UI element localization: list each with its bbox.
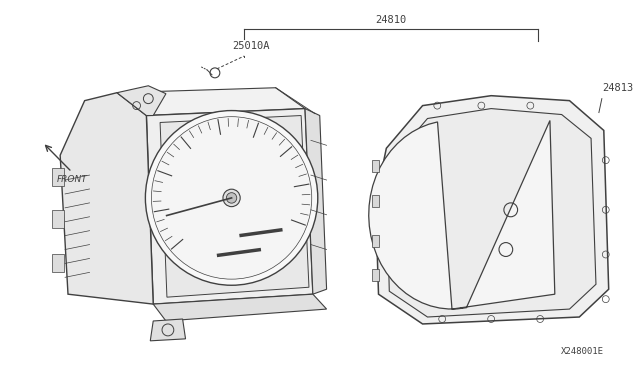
Polygon shape <box>150 319 186 341</box>
Polygon shape <box>60 93 153 304</box>
Bar <box>372 235 380 247</box>
Text: FRONT: FRONT <box>56 175 87 184</box>
Text: 24813: 24813 <box>602 83 633 93</box>
Text: 24810: 24810 <box>376 15 407 25</box>
Circle shape <box>145 110 318 285</box>
Bar <box>52 168 64 186</box>
Circle shape <box>227 193 237 203</box>
Polygon shape <box>147 109 313 304</box>
Polygon shape <box>369 121 555 309</box>
Polygon shape <box>153 294 326 321</box>
Text: 25010A: 25010A <box>232 41 270 51</box>
Polygon shape <box>117 88 305 116</box>
Bar <box>52 254 64 272</box>
Bar <box>52 210 64 228</box>
Polygon shape <box>160 116 309 297</box>
Circle shape <box>223 189 240 206</box>
Bar <box>372 269 380 281</box>
Polygon shape <box>376 96 609 324</box>
Bar <box>372 160 380 172</box>
Polygon shape <box>117 86 166 116</box>
Bar <box>372 195 380 207</box>
Circle shape <box>152 117 312 279</box>
Polygon shape <box>387 109 596 317</box>
Polygon shape <box>305 109 326 294</box>
Text: X248001E: X248001E <box>561 347 604 356</box>
